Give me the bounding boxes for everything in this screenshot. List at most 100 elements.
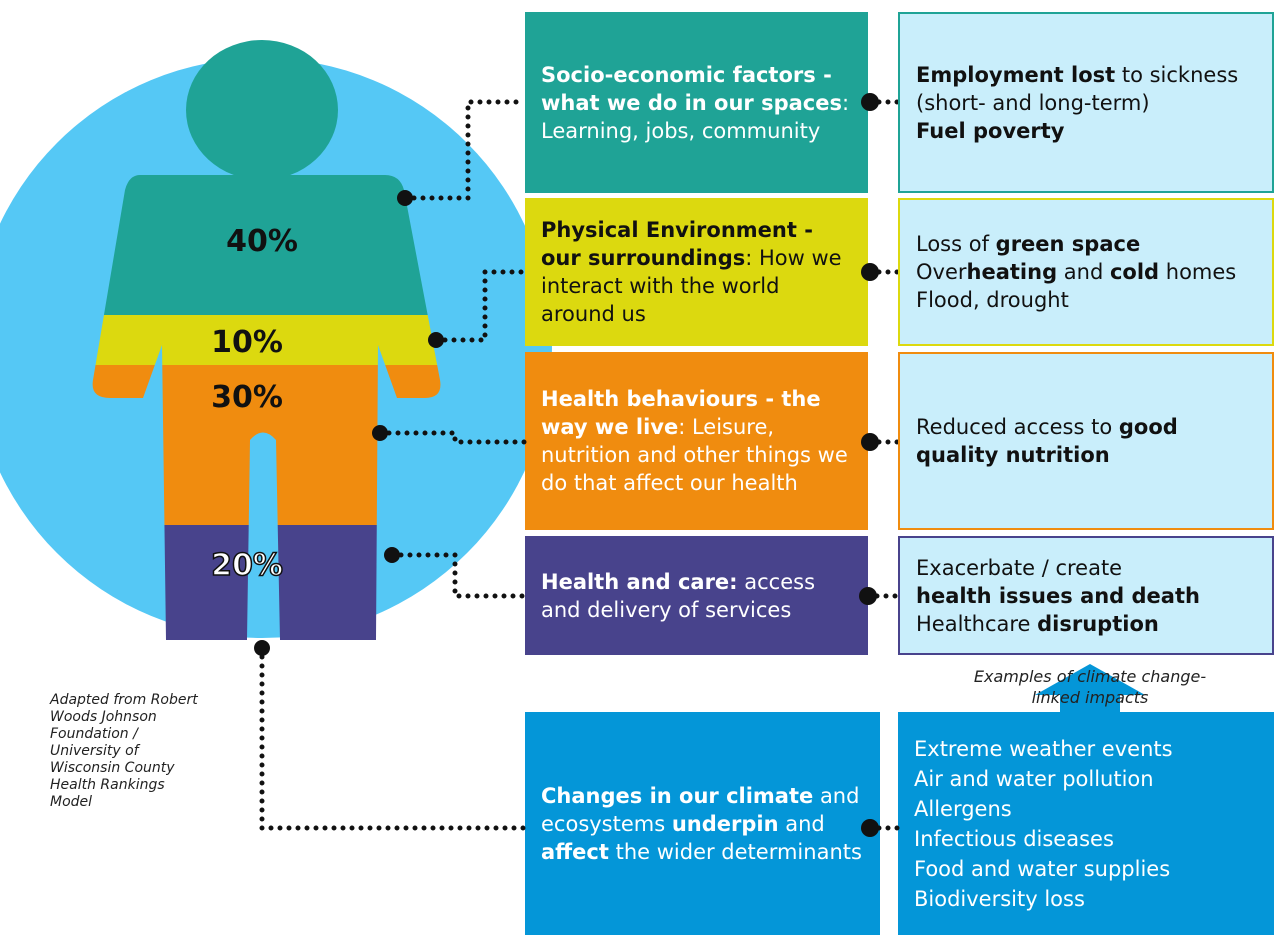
text-line: Healthcare disruption [916,610,1256,638]
text-line: Air and water pollution [914,764,1258,794]
text-run: Healthcare [916,611,1038,636]
connector-dots [254,93,879,837]
text-line: Fuel poverty [916,117,1256,145]
text-run: to sickness (short- and long-term) [916,62,1245,115]
text-line: Overheating and cold homes [916,258,1256,286]
text-run: Flood, drought [916,288,1069,312]
text-run: : How we interact with the world around … [541,246,849,326]
text-run: Health behaviours - the way we live [541,387,828,439]
dot [861,433,879,451]
connector [389,552,528,599]
dot [861,93,879,111]
impact-box: Reduced access to good quality nutrition [898,352,1274,530]
determinant-box: Health and care: access and delivery of … [525,536,868,655]
text-line: Flood, drought [916,286,1256,314]
text-line: Changes in our climate and ecosystems un… [541,782,864,866]
climate-impacts-box: Extreme weather events Air and water poll… [898,712,1274,935]
impact-box: Exacerbate / create health issues and dea… [898,536,1274,655]
box-bg [525,12,868,193]
arrow [1035,664,1145,712]
box-bg [525,536,868,655]
text-line: Employment lost to sickness (short- and … [916,61,1256,117]
text-run: and ecosystems [541,783,867,836]
dot [428,332,444,348]
dot [372,425,388,441]
text-run: Reduced access to [916,415,1119,439]
text-run: Health and care: [541,569,738,594]
text-line: Extreme weather events [914,734,1258,764]
text-line: Physical Environment - our surroundings:… [541,216,852,328]
text-run: Physical Environment - our surroundings [541,218,821,270]
text-run: and [778,811,832,836]
dot [861,263,879,281]
text-run: the wider determinants [608,839,862,864]
text-run: Biodiversity loss [914,886,1085,911]
source-note: Adapted from Robert Woods Johnson Founda… [50,692,198,810]
text-line: Exacerbate / create [916,554,1256,582]
percent-label: 30% [211,380,283,415]
connector [377,430,528,445]
text-run: homes [1159,260,1237,284]
text-run: Socio-economic factors - what we do in o… [541,62,842,115]
caption: Examples of climate change-linked impact… [973,667,1207,707]
dot [384,547,400,563]
text-run: Allergens [914,796,1012,821]
band-physical [92,315,441,365]
text-run: Air and water pollution [914,766,1154,791]
text-line: Food and water supplies [914,854,1258,884]
connector [402,99,528,201]
text-run: and [1057,260,1110,284]
text-run: Food and water supplies [914,856,1171,881]
text-line: Loss of green space [916,230,1256,258]
text-run: green space [995,232,1141,256]
text-run: Changes in our climate [541,783,814,808]
text-run: access and delivery of services [541,569,822,622]
box-bg [525,352,868,530]
dot [254,640,270,656]
connectors [259,99,901,831]
text-line: Biodiversity loss [914,884,1258,914]
percent-label: 10% [211,325,283,360]
text-run: health issues and death [916,583,1200,608]
connector [433,269,528,343]
text-line: Socio-economic factors - what we do in o… [541,61,852,145]
text-run: disruption [1037,611,1159,636]
text-line: Infectious diseases [914,824,1258,854]
dot [859,587,877,605]
text-run: Exacerbate / create [916,555,1123,580]
text-line: Reduced access to good quality nutrition [916,413,1256,469]
head [186,40,338,180]
text-run: Over [916,260,967,284]
box-bg [898,712,1274,935]
text-line: Allergens [914,794,1258,824]
determinant-box: Socio-economic factors - what we do in o… [525,12,868,193]
text-run: Loss of [916,232,996,256]
text-run: affect [541,839,609,864]
connector [259,645,528,831]
determinant-box: Physical Environment - our surroundings:… [525,198,868,346]
text-line: Health and care: access and delivery of … [541,568,852,624]
text-line: health issues and death [916,582,1256,610]
text-run: good quality nutrition [916,415,1186,467]
text-run: : Leisure, nutrition and other things we… [541,415,855,495]
band-socio [92,175,441,315]
text-line: Health behaviours - the way we live: Lei… [541,385,852,497]
determinant-box: Health behaviours - the way we live: Lei… [525,352,868,530]
climate-box: Changes in our climate and ecosystems un… [525,712,880,935]
percent-label: 20% [210,547,283,584]
text-run: Extreme weather events [914,736,1173,761]
text-run: heating [966,260,1058,284]
box-bg [525,712,880,935]
percent-label: 40% [226,224,298,259]
text-run: Employment lost [916,62,1116,87]
impact-box: Loss of green space Overheating and cold … [898,198,1274,346]
text-run: Fuel poverty [916,118,1065,143]
text-run: : Learning, jobs, community [541,90,856,143]
text-run: underpin [671,811,779,836]
dot [861,819,879,837]
text-run: Infectious diseases [914,826,1114,851]
dot [397,190,413,206]
box-bg [525,198,868,346]
text-run: cold [1109,260,1160,284]
